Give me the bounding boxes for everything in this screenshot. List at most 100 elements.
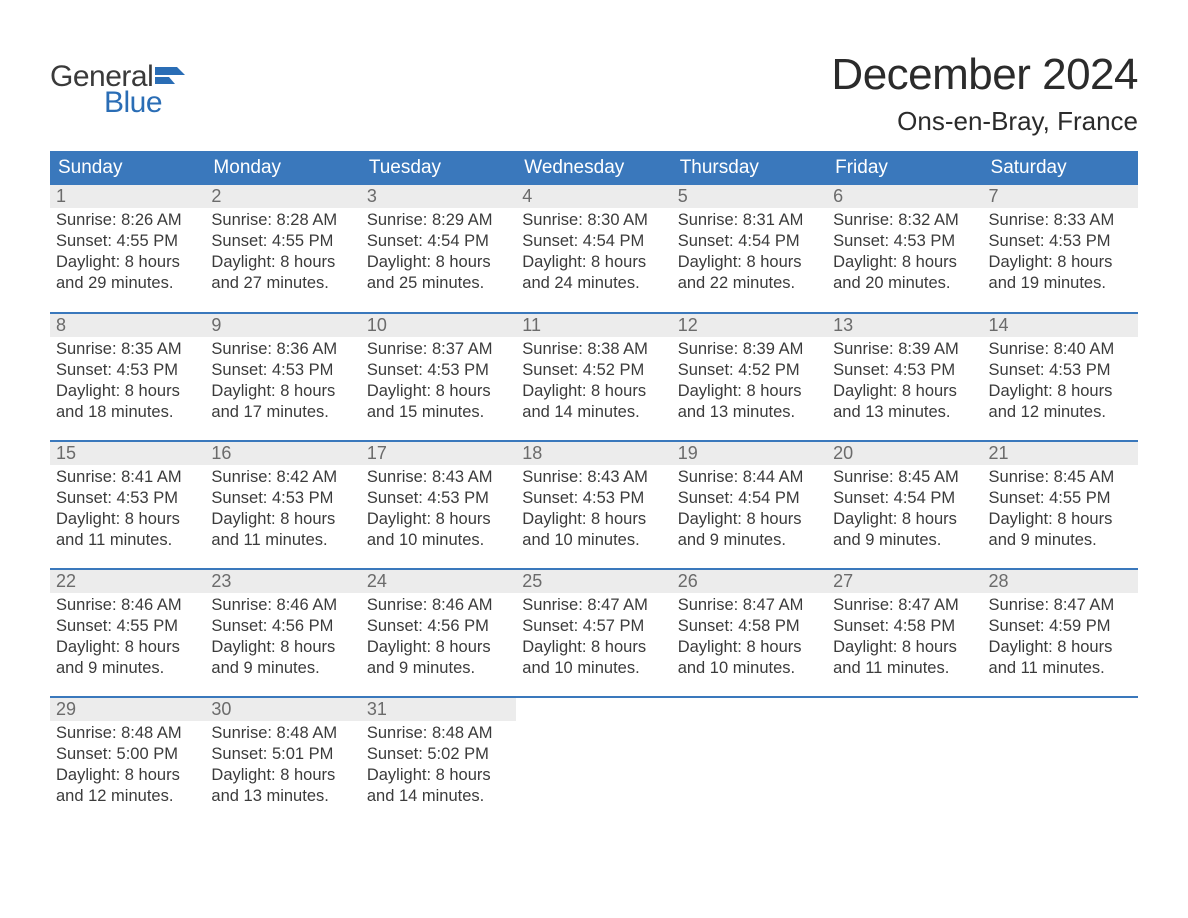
day-line-d2: and 12 minutes. [56,786,199,807]
day-line-d1: Daylight: 8 hours [989,252,1132,273]
day-line-d1: Daylight: 8 hours [522,509,665,530]
day-body: Sunrise: 8:32 AMSunset: 4:53 PMDaylight:… [827,208,982,300]
day-number: 22 [50,570,205,593]
day-line-d2: and 24 minutes. [522,273,665,294]
day-line-d1: Daylight: 8 hours [833,637,976,658]
calendar-cell: 31Sunrise: 8:48 AMSunset: 5:02 PMDayligh… [361,697,516,825]
day-line-d1: Daylight: 8 hours [367,381,510,402]
day-number: 28 [983,570,1138,593]
day-line-ss: Sunset: 4:52 PM [522,360,665,381]
day-line-sr: Sunrise: 8:32 AM [833,210,976,231]
weekday-header: Thursday [672,151,827,185]
day-number: 8 [50,314,205,337]
day-line-d1: Daylight: 8 hours [367,765,510,786]
day-number: 15 [50,442,205,465]
day-line-d2: and 29 minutes. [56,273,199,294]
calendar-cell: 10Sunrise: 8:37 AMSunset: 4:53 PMDayligh… [361,313,516,441]
day-line-d1: Daylight: 8 hours [678,252,821,273]
day-line-ss: Sunset: 4:54 PM [367,231,510,252]
day-line-d1: Daylight: 8 hours [678,381,821,402]
calendar-cell: 13Sunrise: 8:39 AMSunset: 4:53 PMDayligh… [827,313,982,441]
day-line-ss: Sunset: 4:53 PM [211,360,354,381]
day-line-ss: Sunset: 4:53 PM [989,360,1132,381]
day-line-d1: Daylight: 8 hours [367,509,510,530]
day-body: Sunrise: 8:48 AMSunset: 5:02 PMDaylight:… [361,721,516,813]
day-number: 23 [205,570,360,593]
day-line-d2: and 13 minutes. [833,402,976,423]
day-line-d2: and 13 minutes. [678,402,821,423]
day-number: 11 [516,314,671,337]
day-line-d1: Daylight: 8 hours [211,509,354,530]
day-line-d2: and 14 minutes. [367,786,510,807]
calendar-cell: 1Sunrise: 8:26 AMSunset: 4:55 PMDaylight… [50,185,205,313]
day-number: 21 [983,442,1138,465]
day-line-sr: Sunrise: 8:43 AM [522,467,665,488]
day-number: 4 [516,185,671,208]
calendar-cell: 25Sunrise: 8:47 AMSunset: 4:57 PMDayligh… [516,569,671,697]
day-line-d2: and 10 minutes. [522,530,665,551]
day-line-d1: Daylight: 8 hours [211,252,354,273]
calendar-week: 22Sunrise: 8:46 AMSunset: 4:55 PMDayligh… [50,569,1138,697]
day-body: Sunrise: 8:33 AMSunset: 4:53 PMDaylight:… [983,208,1138,300]
day-body: Sunrise: 8:38 AMSunset: 4:52 PMDaylight:… [516,337,671,429]
day-number: 29 [50,698,205,721]
day-line-sr: Sunrise: 8:46 AM [367,595,510,616]
day-number: 16 [205,442,360,465]
day-line-d2: and 25 minutes. [367,273,510,294]
day-line-ss: Sunset: 4:57 PM [522,616,665,637]
day-body: Sunrise: 8:39 AMSunset: 4:52 PMDaylight:… [672,337,827,429]
day-line-sr: Sunrise: 8:28 AM [211,210,354,231]
calendar-cell: 22Sunrise: 8:46 AMSunset: 4:55 PMDayligh… [50,569,205,697]
day-line-sr: Sunrise: 8:36 AM [211,339,354,360]
day-body: Sunrise: 8:42 AMSunset: 4:53 PMDaylight:… [205,465,360,557]
day-number: 14 [983,314,1138,337]
day-number: 18 [516,442,671,465]
day-line-ss: Sunset: 4:58 PM [678,616,821,637]
day-line-ss: Sunset: 4:54 PM [522,231,665,252]
day-line-d1: Daylight: 8 hours [56,637,199,658]
day-line-d2: and 22 minutes. [678,273,821,294]
calendar-cell: 3Sunrise: 8:29 AMSunset: 4:54 PMDaylight… [361,185,516,313]
calendar-cell: 24Sunrise: 8:46 AMSunset: 4:56 PMDayligh… [361,569,516,697]
day-number: 30 [205,698,360,721]
day-line-ss: Sunset: 4:53 PM [522,488,665,509]
day-line-d2: and 9 minutes. [211,658,354,679]
day-body: Sunrise: 8:45 AMSunset: 4:54 PMDaylight:… [827,465,982,557]
day-line-d1: Daylight: 8 hours [678,637,821,658]
calendar-cell: 30Sunrise: 8:48 AMSunset: 5:01 PMDayligh… [205,697,360,825]
day-line-ss: Sunset: 4:58 PM [833,616,976,637]
day-line-d1: Daylight: 8 hours [989,637,1132,658]
weekday-header: Monday [205,151,360,185]
day-line-d1: Daylight: 8 hours [989,509,1132,530]
day-line-ss: Sunset: 4:56 PM [367,616,510,637]
day-line-ss: Sunset: 4:53 PM [833,231,976,252]
day-line-sr: Sunrise: 8:35 AM [56,339,199,360]
day-line-ss: Sunset: 4:54 PM [678,231,821,252]
day-line-d1: Daylight: 8 hours [367,252,510,273]
day-line-d2: and 9 minutes. [989,530,1132,551]
day-line-d2: and 10 minutes. [678,658,821,679]
day-line-sr: Sunrise: 8:45 AM [989,467,1132,488]
day-line-ss: Sunset: 4:52 PM [678,360,821,381]
day-body: Sunrise: 8:44 AMSunset: 4:54 PMDaylight:… [672,465,827,557]
day-line-ss: Sunset: 4:55 PM [56,231,199,252]
day-line-sr: Sunrise: 8:40 AM [989,339,1132,360]
calendar-cell: 17Sunrise: 8:43 AMSunset: 4:53 PMDayligh… [361,441,516,569]
day-line-d1: Daylight: 8 hours [833,252,976,273]
day-line-sr: Sunrise: 8:41 AM [56,467,199,488]
day-line-ss: Sunset: 4:53 PM [367,488,510,509]
day-line-sr: Sunrise: 8:47 AM [989,595,1132,616]
day-line-sr: Sunrise: 8:39 AM [833,339,976,360]
day-line-sr: Sunrise: 8:26 AM [56,210,199,231]
calendar-cell: 4Sunrise: 8:30 AMSunset: 4:54 PMDaylight… [516,185,671,313]
day-number: 20 [827,442,982,465]
day-line-d2: and 10 minutes. [367,530,510,551]
day-line-sr: Sunrise: 8:42 AM [211,467,354,488]
calendar-cell: 19Sunrise: 8:44 AMSunset: 4:54 PMDayligh… [672,441,827,569]
day-line-sr: Sunrise: 8:46 AM [211,595,354,616]
day-line-d2: and 9 minutes. [56,658,199,679]
day-line-d1: Daylight: 8 hours [833,381,976,402]
day-line-d2: and 18 minutes. [56,402,199,423]
day-body: Sunrise: 8:46 AMSunset: 4:56 PMDaylight:… [361,593,516,685]
weekday-header: Saturday [983,151,1138,185]
